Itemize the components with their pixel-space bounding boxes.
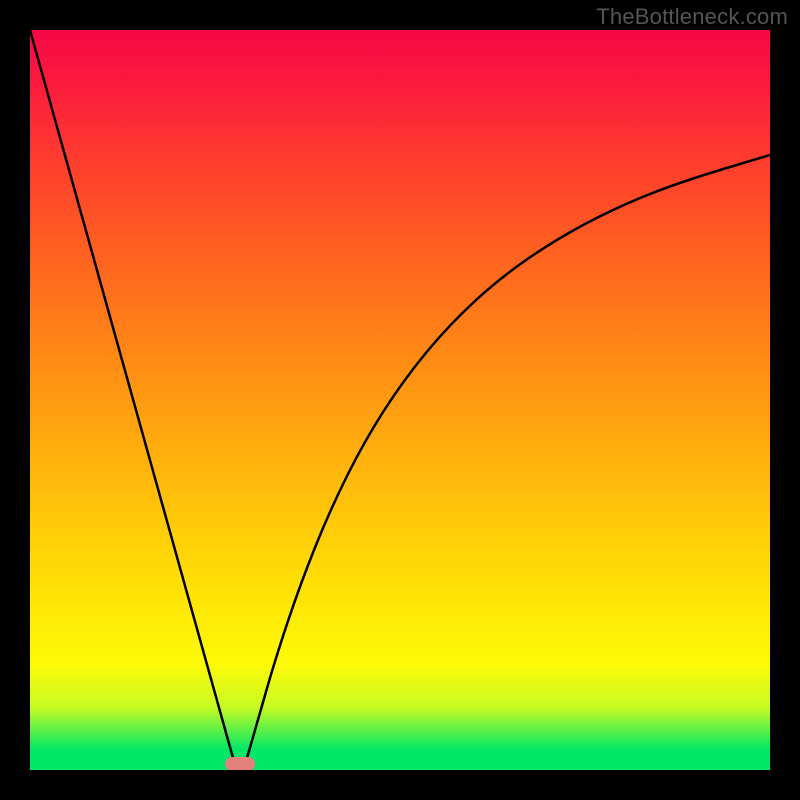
chart-curve-svg bbox=[30, 30, 770, 770]
watermark-text: TheBottleneck.com bbox=[596, 4, 788, 30]
chart-curve-path bbox=[30, 30, 770, 767]
chart-plot-area bbox=[30, 30, 770, 770]
chart-plot-inner bbox=[30, 30, 770, 770]
chart-bottleneck-marker bbox=[225, 757, 255, 770]
